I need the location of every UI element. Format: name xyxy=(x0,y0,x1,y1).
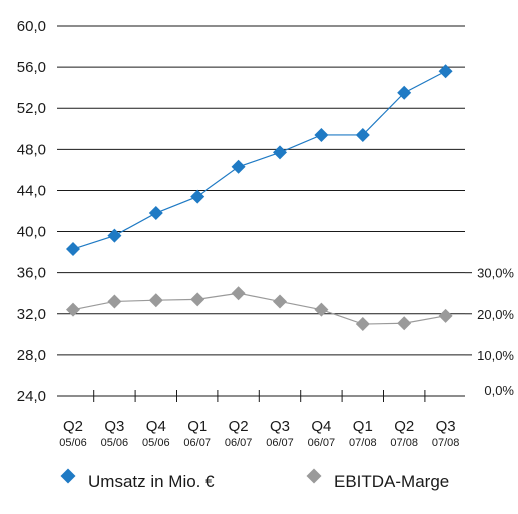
y-left-tick-label: 28,0 xyxy=(17,347,46,364)
y-left-tick-label: 60,0 xyxy=(17,18,46,35)
data-point xyxy=(148,293,163,308)
data-point xyxy=(355,127,370,142)
x-tick-label-quarter: Q2 xyxy=(63,418,83,435)
data-point xyxy=(231,286,246,301)
x-tick-label-year: 05/06 xyxy=(101,437,129,449)
data-point xyxy=(397,85,412,100)
y-left-tick-label: 56,0 xyxy=(17,59,46,76)
y-left-tick-label: 44,0 xyxy=(17,182,46,199)
data-point xyxy=(107,228,122,243)
y-left-tick-label: 52,0 xyxy=(17,100,46,117)
legend-label: Umsatz in Mio. € xyxy=(88,472,215,491)
x-tick-label-year: 05/06 xyxy=(142,437,170,449)
y-left-tick-label: 36,0 xyxy=(17,265,46,282)
x-tick-label-year: 07/08 xyxy=(349,437,377,449)
x-tick-label-year: 06/07 xyxy=(225,437,253,449)
x-tick-label-year: 06/07 xyxy=(266,437,294,449)
legend-marker xyxy=(306,468,322,484)
data-point xyxy=(438,64,453,79)
grid-lines xyxy=(57,25,465,397)
data-point xyxy=(355,317,370,332)
data-point xyxy=(190,292,205,307)
data-point xyxy=(273,294,287,309)
x-tick-label-quarter: Q3 xyxy=(104,418,124,435)
y-right-tick-label: 0,0% xyxy=(484,383,514,398)
data-point xyxy=(438,308,453,323)
legend: Umsatz in Mio. € EBITDA-Marge xyxy=(60,468,449,491)
data-point xyxy=(190,189,205,204)
x-tick-label-year: 06/07 xyxy=(308,437,336,449)
data-point xyxy=(314,302,329,317)
data-point xyxy=(314,127,329,142)
x-tick-label-quarter: Q1 xyxy=(353,418,373,435)
data-point xyxy=(273,145,287,160)
x-tick-label-year: 06/07 xyxy=(183,437,211,449)
series-layer xyxy=(66,64,453,332)
y-left-tick-label: 40,0 xyxy=(17,224,46,241)
legend-marker xyxy=(60,468,76,484)
x-tick-label-quarter: Q3 xyxy=(270,418,290,435)
y-left-tick-label: 24,0 xyxy=(17,388,46,405)
y-right-tick-label: 30,0% xyxy=(477,266,514,281)
y-left-tick-label: 48,0 xyxy=(17,141,46,158)
x-tick-label-year: 07/08 xyxy=(390,437,418,449)
data-point xyxy=(148,206,163,221)
series-umsatz xyxy=(66,64,453,257)
series-line xyxy=(72,292,446,325)
series-ebitda-marge xyxy=(66,286,453,332)
x-axis: Q2 05/06 Q3 05/06 Q4 05/06 Q1 06/07 Q2 06/07 Q3 06/… xyxy=(59,390,459,449)
y-right-tick-label: 20,0% xyxy=(477,307,514,322)
data-point xyxy=(66,302,80,317)
legend-label: EBITDA-Marge xyxy=(334,472,449,491)
x-tick-label-year: 07/08 xyxy=(432,437,460,449)
x-tick-label-quarter: Q2 xyxy=(229,418,249,435)
y-left-tick-label: 32,0 xyxy=(17,306,46,323)
series-line xyxy=(72,70,446,250)
data-point xyxy=(66,242,80,257)
y-axis-right: 0,0% 10,0% 20,0% 30,0% xyxy=(465,266,514,398)
y-right-tick-label: 10,0% xyxy=(477,348,514,363)
y-axis-left: 24,0 28,0 32,0 36,0 40,0 44,0 48,0 52,0 56,0 60,0 xyxy=(17,18,46,405)
x-tick-label-quarter: Q2 xyxy=(394,418,414,435)
data-point xyxy=(107,294,122,309)
x-tick-label-quarter: Q4 xyxy=(311,418,331,435)
x-tick-label-quarter: Q1 xyxy=(187,418,207,435)
x-tick-label-quarter: Q4 xyxy=(146,418,166,435)
x-tick-label-year: 05/06 xyxy=(59,437,87,449)
data-point xyxy=(397,316,412,331)
data-point xyxy=(231,159,246,174)
x-tick-label-quarter: Q3 xyxy=(436,418,456,435)
